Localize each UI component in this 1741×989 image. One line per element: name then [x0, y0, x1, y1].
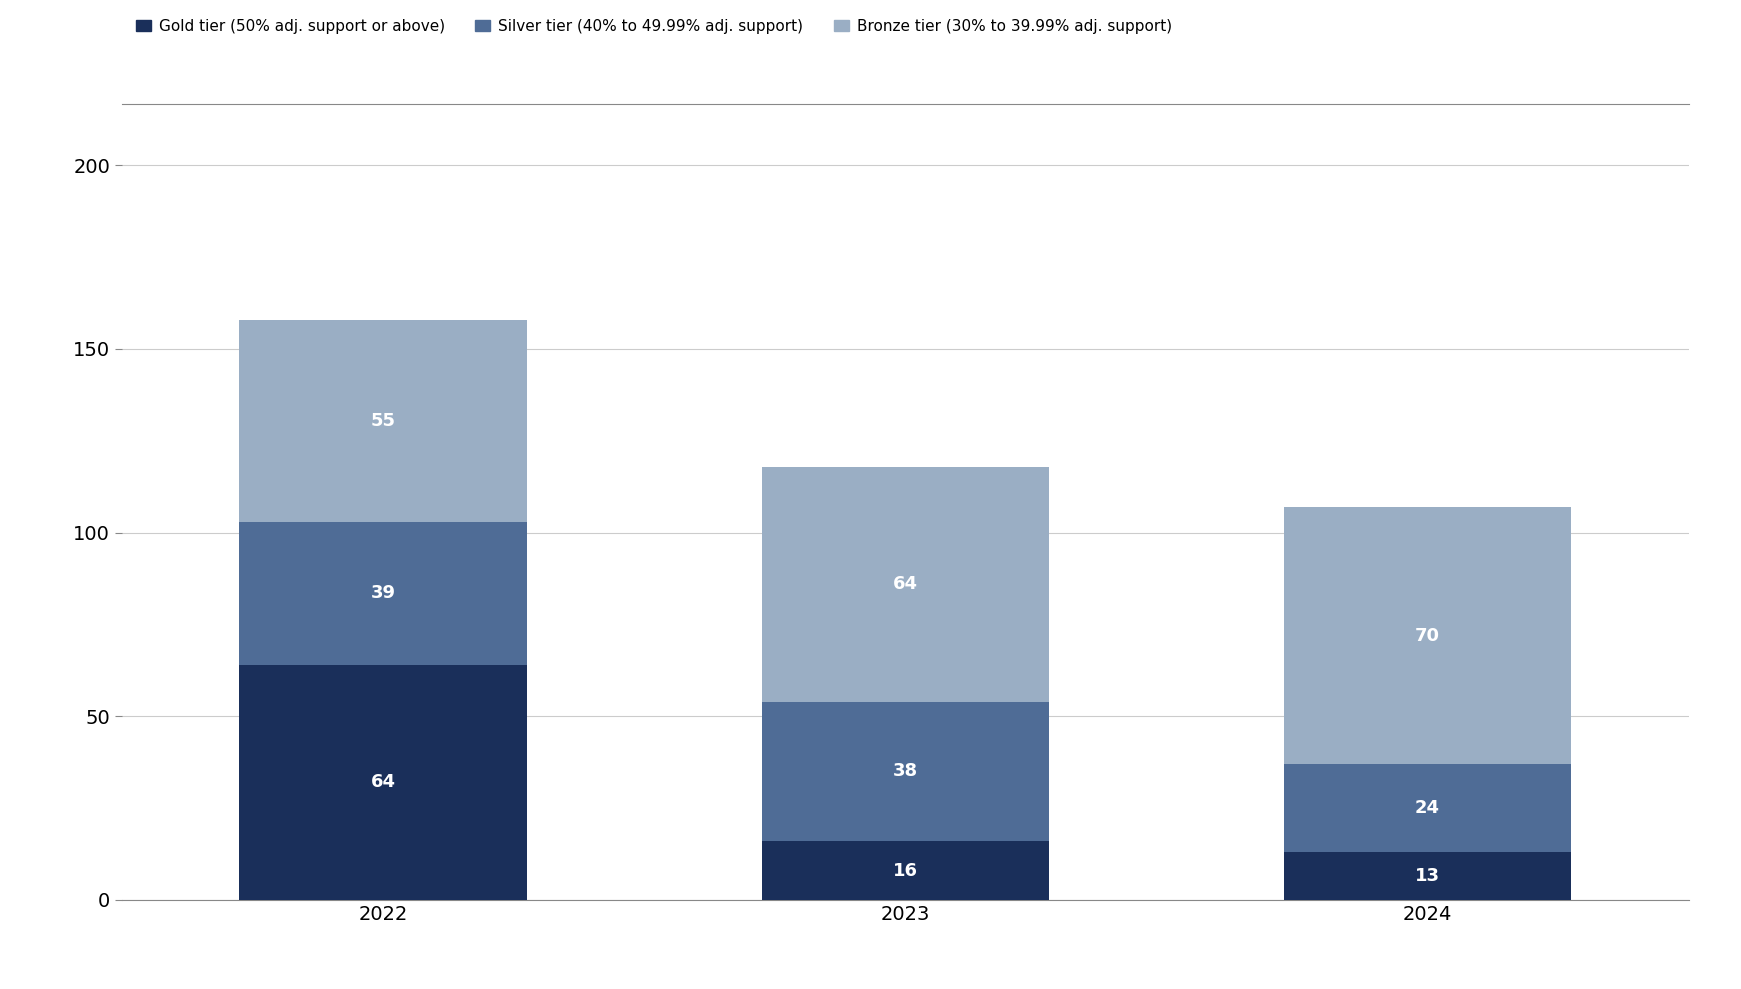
Text: 64: 64 [893, 575, 918, 593]
Text: 64: 64 [371, 773, 395, 791]
Bar [239, 665, 526, 900]
Text: 55: 55 [371, 411, 395, 429]
Text: 16: 16 [893, 861, 918, 879]
Text: 24: 24 [1415, 799, 1440, 817]
Bar [763, 842, 1048, 900]
Bar [763, 467, 1048, 701]
Legend: Gold tier (50% adj. support or above), Silver tier (40% to 49.99% adj. support),: Gold tier (50% adj. support or above), S… [129, 13, 1179, 40]
Bar [1283, 507, 1572, 764]
Bar [239, 319, 526, 521]
Text: 13: 13 [1415, 867, 1440, 885]
Text: 70: 70 [1415, 626, 1440, 645]
Bar [239, 521, 526, 665]
Text: 39: 39 [371, 584, 395, 602]
Bar [763, 701, 1048, 842]
Bar [1283, 764, 1572, 853]
Text: 38: 38 [893, 763, 918, 780]
Bar [1283, 853, 1572, 900]
